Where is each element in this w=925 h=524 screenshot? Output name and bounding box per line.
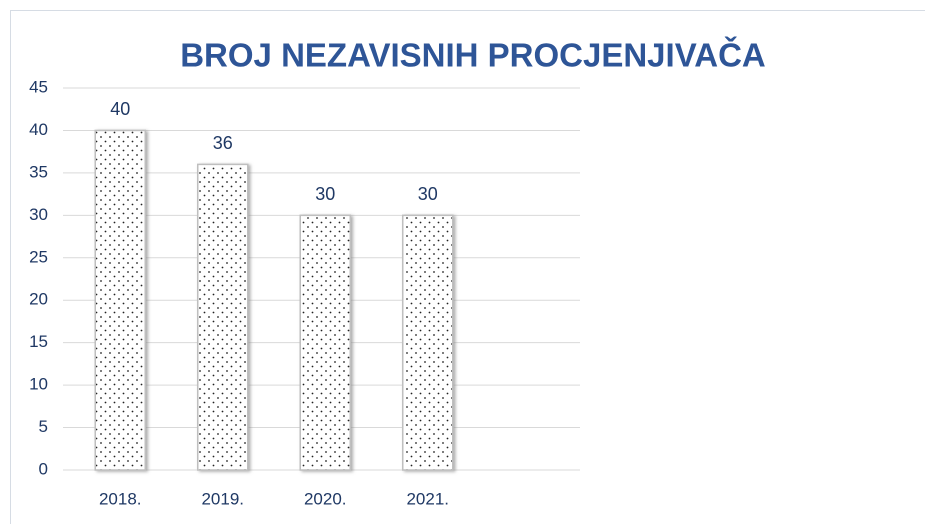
bar <box>402 214 454 471</box>
x-tick-label: 2019. <box>201 489 244 508</box>
y-tick-label: 45 <box>29 77 48 96</box>
chart-frame <box>10 10 925 524</box>
y-tick-label: 30 <box>29 205 48 224</box>
x-tick-label: 2018. <box>99 489 142 508</box>
bar <box>197 163 249 471</box>
y-tick-label: 15 <box>29 332 48 351</box>
y-tick-label: 25 <box>29 247 48 266</box>
data-label: 30 <box>315 184 335 204</box>
bar <box>299 214 351 471</box>
y-tick-label: 5 <box>39 417 48 436</box>
x-tick-label: 2020. <box>304 489 347 508</box>
y-tick-label: 20 <box>29 290 48 309</box>
y-tick-label: 0 <box>39 459 48 478</box>
y-tick-label: 35 <box>29 162 48 181</box>
y-tick-label: 10 <box>29 375 48 394</box>
data-label: 40 <box>110 99 130 119</box>
chart-title: BROJ NEZAVISNIH PROCJENJIVAČA <box>180 36 766 74</box>
bar <box>94 129 146 471</box>
x-tick-label: 2021. <box>406 489 449 508</box>
data-label: 30 <box>418 184 438 204</box>
data-label: 36 <box>213 133 233 153</box>
y-tick-label: 40 <box>29 120 48 139</box>
